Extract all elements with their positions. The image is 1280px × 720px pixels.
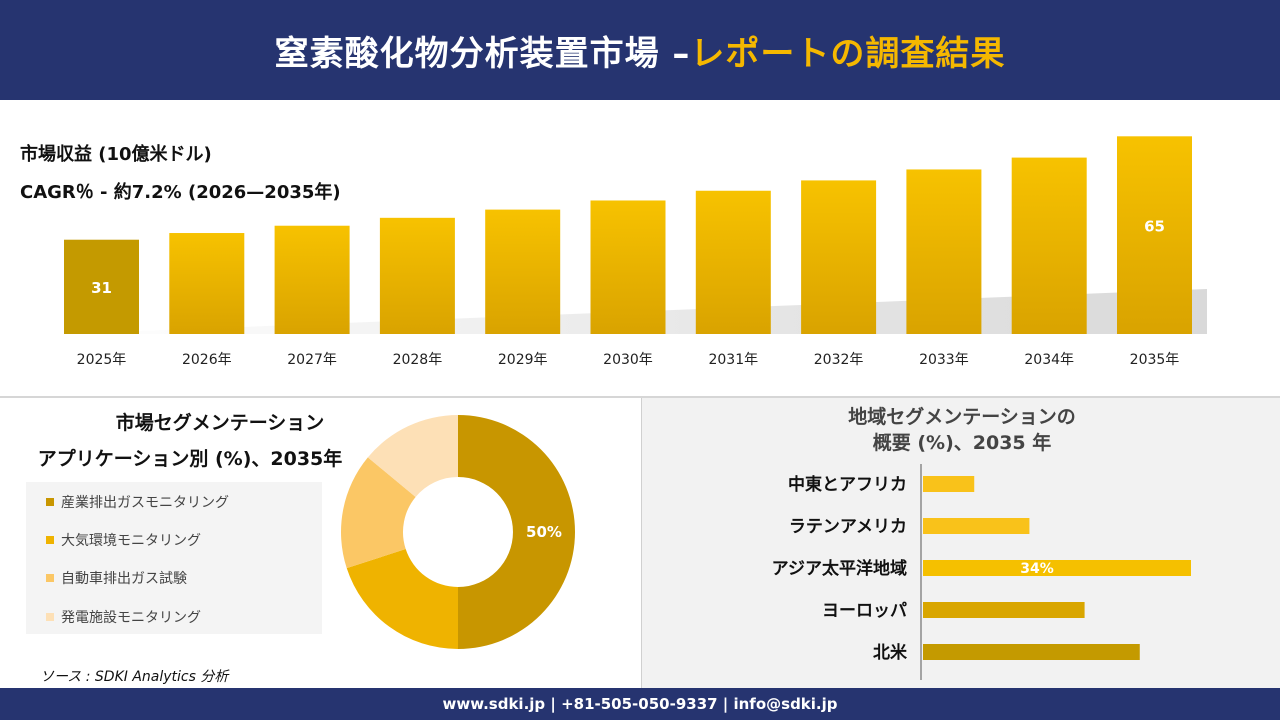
region-bar <box>923 476 975 492</box>
header-banner: 窒素酸化物分析装置市場 –レポートの調査結果 <box>0 0 1280 100</box>
year-tick-label: 2028年 <box>393 352 443 368</box>
app-title-line2: アプリケーション別 (%)、2035年 <box>37 448 343 470</box>
revenue-bar <box>590 200 666 334</box>
revenue-bar <box>1117 136 1192 334</box>
legend-item: 産業排出ガスモニタリング <box>46 492 229 512</box>
region-segment-panel: 地域セグメンテーションの 概要 (%)、2035 年 中東とアフリカ ラテンアメリ… <box>641 398 1280 688</box>
legend-item: 自動車排出ガス試験 <box>46 568 187 588</box>
title-main: 窒素酸化物分析装置市場 – <box>274 33 691 74</box>
region-bar <box>923 644 1140 660</box>
legend-swatch <box>46 574 54 582</box>
bar-value-label: 31 <box>91 279 112 297</box>
revenue-bar <box>485 209 561 334</box>
year-tick-label: 2025年 <box>77 352 127 368</box>
cagr-label: CAGR％ - 約7.2% (2026—2035年) <box>20 182 341 203</box>
source-note: ソース : SDKI Analytics 分析 <box>40 669 229 685</box>
year-tick-label: 2031年 <box>708 352 758 368</box>
year-tick-label: 2034年 <box>1024 352 1074 368</box>
legend-swatch <box>46 613 54 621</box>
application-segment-panel: 市場セグメンテーション アプリケーション別 (%)、2035年 産業排出ガスモニ… <box>0 398 640 688</box>
revenue-bar-chart: 2025年 31 2026年 2027年 2028年 2029年 2030年 2031年 203… <box>64 136 1207 368</box>
donut-slice <box>346 548 458 649</box>
revenue-bar <box>64 239 139 334</box>
bar-value-label: 65 <box>1144 217 1165 235</box>
year-tick-label: 2035年 <box>1130 352 1180 368</box>
application-donut-chart: 50% <box>341 415 575 649</box>
year-tick-label: 2027年 <box>287 352 337 368</box>
region-category-label: 中東とアフリカ <box>788 474 907 495</box>
footer-bar: www.sdki.jp | +81-505-050-9337 | info@sd… <box>0 688 1280 720</box>
legend-label: 大気環境モニタリング <box>61 533 201 549</box>
donut-slice <box>458 415 575 649</box>
legend-item: 発電施設モニタリング <box>46 607 201 627</box>
legend-label: 自動車排出ガス試験 <box>61 571 187 587</box>
revenue-bar <box>906 169 982 334</box>
region-category-label: ヨーロッパ <box>822 601 907 621</box>
revenue-bar <box>379 217 455 334</box>
revenue-label: 市場収益 (10億米ドル) <box>20 144 212 165</box>
footer-contact: www.sdki.jp | +81-505-050-9337 | info@sd… <box>442 695 838 713</box>
title-accent: レポートの調査結果 <box>690 33 1006 74</box>
donut-slice <box>341 457 416 569</box>
donut-slice-label: 50% <box>526 523 562 541</box>
section-divider <box>0 396 1280 398</box>
year-tick-label: 2029年 <box>498 352 548 368</box>
region-bar <box>923 518 1030 534</box>
region-category-label: ラテンアメリカ <box>789 517 907 537</box>
region-bar <box>923 560 1191 576</box>
revenue-bar <box>801 180 877 334</box>
app-title-line1: 市場セグメンテーション <box>115 412 325 434</box>
region-bar-label: 34% <box>1020 561 1054 577</box>
year-tick-label: 2033年 <box>919 352 969 368</box>
region-title-line2: 概要 (%)、2035 年 <box>872 432 1052 454</box>
region-title: 地域セグメンテーションの 概要 (%)、2035 年 <box>792 404 1132 456</box>
revenue-bar <box>1011 157 1087 334</box>
region-title-line1: 地域セグメンテーションの <box>848 406 1076 428</box>
donut-slice <box>367 415 458 497</box>
legend-item: 大気環境モニタリング <box>46 530 201 550</box>
legend-swatch <box>46 498 54 506</box>
legend-label: 産業排出ガスモニタリング <box>61 495 229 511</box>
legend-swatch <box>46 536 54 544</box>
legend-label: 発電施設モニタリング <box>61 610 201 626</box>
revenue-bar <box>695 190 771 334</box>
donut-legend <box>26 482 322 634</box>
region-category-label: 北米 <box>873 642 908 663</box>
revenue-bar <box>169 233 245 334</box>
year-tick-label: 2030年 <box>603 352 653 368</box>
year-tick-label: 2026年 <box>182 352 232 368</box>
page-title: 窒素酸化物分析装置市場 –レポートの調査結果 <box>275 26 1006 75</box>
revenue-panel: 2025年 31 2026年 2027年 2028年 2029年 2030年 2031年 203… <box>0 100 1280 396</box>
region-bar <box>923 602 1085 618</box>
year-tick-label: 2032年 <box>814 352 864 368</box>
revenue-bar <box>274 225 350 334</box>
region-category-label: アジア太平洋地域 <box>772 558 907 579</box>
